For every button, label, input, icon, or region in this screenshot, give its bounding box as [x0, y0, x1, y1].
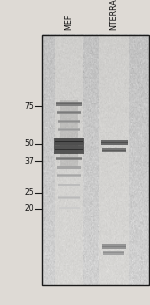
Bar	[100, 140, 127, 142]
Bar	[55, 35, 83, 285]
Bar	[55, 142, 83, 145]
Bar	[58, 120, 80, 123]
Bar	[57, 113, 81, 114]
Bar	[58, 196, 80, 199]
Bar	[103, 251, 124, 252]
Bar	[56, 102, 82, 103]
Bar	[58, 208, 80, 209]
Bar	[58, 207, 80, 208]
Bar	[102, 148, 126, 150]
Bar	[102, 244, 126, 249]
Bar	[56, 157, 82, 160]
Bar	[57, 166, 81, 167]
Text: 20: 20	[24, 204, 34, 214]
Bar	[57, 174, 81, 175]
Text: 37: 37	[24, 157, 34, 166]
Bar	[102, 244, 126, 246]
Bar	[57, 167, 81, 169]
Bar	[58, 196, 80, 197]
Bar	[58, 184, 80, 186]
Bar	[100, 140, 127, 145]
Bar	[58, 198, 80, 199]
Text: 25: 25	[24, 188, 34, 197]
Bar	[55, 150, 83, 153]
Text: NTERRA: NTERRA	[110, 0, 118, 30]
Bar	[58, 122, 80, 123]
Bar	[57, 174, 81, 177]
Bar	[102, 247, 126, 249]
Bar	[103, 253, 124, 255]
Bar	[58, 120, 80, 121]
Bar	[99, 35, 129, 285]
Bar	[55, 138, 83, 145]
Bar	[57, 166, 81, 169]
Bar	[58, 184, 80, 185]
Bar	[58, 128, 80, 131]
Bar	[58, 128, 80, 129]
Bar	[57, 111, 81, 114]
Bar	[54, 138, 84, 154]
Bar	[55, 146, 83, 153]
Text: MEF: MEF	[64, 14, 74, 30]
Bar	[56, 102, 82, 106]
Bar	[56, 157, 82, 158]
Bar	[58, 130, 80, 131]
Bar	[56, 159, 82, 160]
Bar	[102, 151, 126, 152]
Text: 75: 75	[24, 102, 34, 111]
Bar	[100, 143, 127, 145]
Bar	[57, 176, 81, 177]
Bar	[55, 146, 83, 149]
Bar	[58, 185, 80, 186]
Bar	[60, 100, 78, 168]
Bar	[57, 111, 81, 112]
Bar	[102, 148, 126, 152]
Bar	[103, 251, 124, 255]
Bar	[42, 35, 148, 285]
Text: 50: 50	[24, 139, 34, 148]
Bar	[56, 104, 82, 106]
Bar	[55, 138, 83, 141]
Bar	[58, 207, 80, 209]
